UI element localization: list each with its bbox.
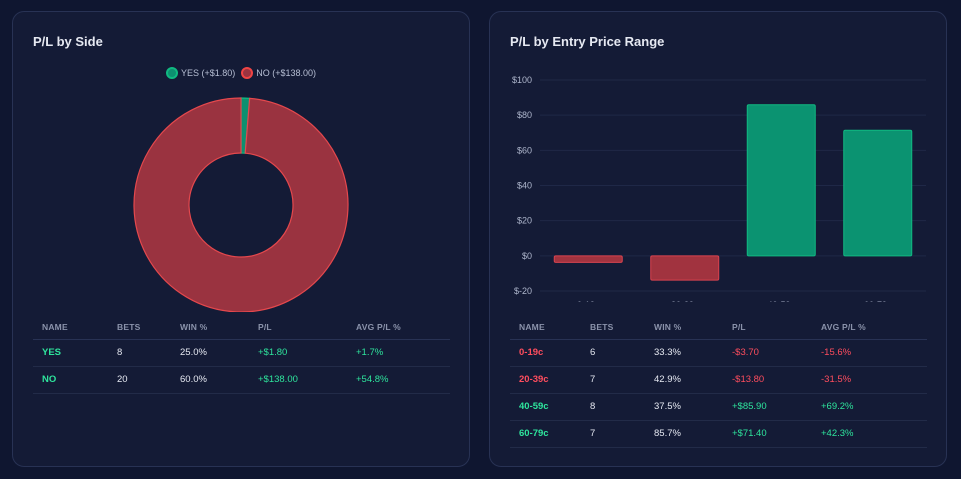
column-header-p-l[interactable]: P/L xyxy=(732,315,821,340)
column-header-bets[interactable]: BETS xyxy=(590,315,654,340)
pl-by-side-donut-chart xyxy=(133,97,349,312)
row-bets: 8 xyxy=(590,393,654,421)
bar-0-19c[interactable] xyxy=(553,255,623,263)
row-name: NO xyxy=(33,366,117,394)
row-pl: -$3.70 xyxy=(732,339,821,367)
row-pl: +$85.90 xyxy=(732,393,821,421)
row-bets: 20 xyxy=(117,366,180,394)
row-pl: +$71.40 xyxy=(732,420,821,448)
row-pl: -$13.80 xyxy=(732,366,821,394)
x-tick-label: 20-39c xyxy=(671,300,699,302)
column-header-win[interactable]: WIN % xyxy=(654,315,732,340)
pl-by-range-bar-chart: $-20 $0 $20 $40 $60 $80 $100 0-19c 20-39c 40-59c 6… xyxy=(512,75,926,302)
range-row: 40-59c 8 37.5% +$85.90 +69.2% xyxy=(510,393,927,421)
row-name: 60-79c xyxy=(510,420,590,448)
legend-label: YES (+$1.80) xyxy=(180,68,236,78)
row-bets: 6 xyxy=(590,339,654,367)
row-win-pct: 42.9% xyxy=(654,366,732,394)
column-header-avg-p-l[interactable]: AVG P/L % xyxy=(821,315,927,340)
y-tick-label: $0 xyxy=(522,251,532,261)
bar-40-59c[interactable] xyxy=(746,104,816,257)
row-pl: +$1.80 xyxy=(258,339,356,367)
row-name: 20-39c xyxy=(510,366,590,394)
column-header-p-l[interactable]: P/L xyxy=(258,315,356,340)
bar-20-39c[interactable] xyxy=(650,255,720,281)
row-win-pct: 60.0% xyxy=(180,366,258,394)
x-tick-label: 40-59c xyxy=(767,300,795,302)
x-tick-label: 60-79c xyxy=(864,300,892,302)
row-bets: 7 xyxy=(590,366,654,394)
legend-swatch xyxy=(165,67,178,79)
pl-by-side-card: P/L by Side YES (+$1.80) NO (+$138.00) NA… xyxy=(12,11,470,467)
y-tick-label: $60 xyxy=(517,145,532,155)
row-win-pct: 33.3% xyxy=(654,339,732,367)
x-tick-label: 0-19c xyxy=(577,300,600,302)
bar-60-79c[interactable] xyxy=(843,129,913,257)
row-name: 40-59c xyxy=(510,393,590,421)
row-name: 0-19c xyxy=(510,339,590,367)
row-win-pct: 37.5% xyxy=(654,393,732,421)
pl-by-range-card: P/L by Entry Price Range $-20 $0 $20 $40 $60… xyxy=(489,11,947,467)
column-header-avg-p-l[interactable]: AVG P/L % xyxy=(356,315,450,340)
y-tick-label: $80 xyxy=(517,110,532,120)
range-row: 0-19c 6 33.3% -$3.70 -15.6% xyxy=(510,339,927,367)
legend-swatch xyxy=(241,67,254,79)
y-tick-label: $40 xyxy=(517,181,532,191)
side-table: NAME BETS WIN % P/L AVG P/L % YES 8 25.0% +$1.8… xyxy=(33,315,450,394)
row-win-pct: 25.0% xyxy=(180,339,258,367)
row-avg-pl-pct: +1.7% xyxy=(356,339,450,367)
legend-item-no[interactable]: NO (+$138.00) xyxy=(241,67,316,79)
side-row: YES 8 25.0% +$1.80 +1.7% xyxy=(33,339,450,367)
pl-by-side-title: P/L by Side xyxy=(33,34,103,49)
row-avg-pl-pct: +42.3% xyxy=(821,420,927,448)
row-avg-pl-pct: +69.2% xyxy=(821,393,927,421)
row-pl: +$138.00 xyxy=(258,366,356,394)
row-bets: 7 xyxy=(590,420,654,448)
row-win-pct: 85.7% xyxy=(654,420,732,448)
row-avg-pl-pct: +54.8% xyxy=(356,366,450,394)
y-tick-label: $100 xyxy=(512,75,532,85)
pie-legend: YES (+$1.80) NO (+$138.00) xyxy=(13,67,469,79)
range-row: 20-39c 7 42.9% -$13.80 -31.5% xyxy=(510,366,927,394)
row-avg-pl-pct: -31.5% xyxy=(821,366,927,394)
column-header-win[interactable]: WIN % xyxy=(180,315,258,340)
row-bets: 8 xyxy=(117,339,180,367)
pl-by-range-title: P/L by Entry Price Range xyxy=(510,34,665,49)
row-avg-pl-pct: -15.6% xyxy=(821,339,927,367)
y-tick-label: $-20 xyxy=(514,286,532,296)
column-header-bets[interactable]: BETS xyxy=(117,315,180,340)
range-table: NAME BETS WIN % P/L AVG P/L % 0-19c 6 33.3% -$3… xyxy=(510,315,927,448)
y-tick-label: $20 xyxy=(517,216,532,226)
side-row: NO 20 60.0% +$138.00 +54.8% xyxy=(33,366,450,394)
row-name: YES xyxy=(33,339,117,367)
pie-slice-no[interactable] xyxy=(133,97,349,312)
range-row: 60-79c 7 85.7% +$71.40 +42.3% xyxy=(510,420,927,448)
column-header-name[interactable]: NAME xyxy=(510,315,590,340)
column-header-name[interactable]: NAME xyxy=(33,315,117,340)
legend-label: NO (+$138.00) xyxy=(256,68,317,78)
legend-item-yes[interactable]: YES (+$1.80) xyxy=(165,67,236,79)
